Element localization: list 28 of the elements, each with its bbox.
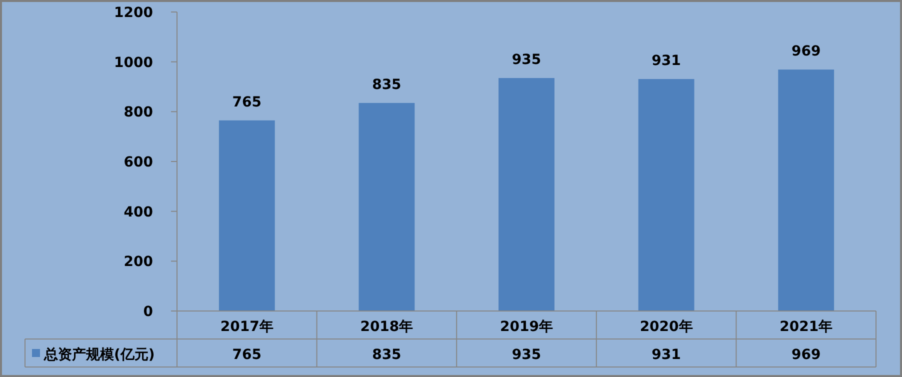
x-tick-label: 2019年 [500,319,553,335]
data-label: 931 [652,53,681,70]
text: 969 [791,347,821,363]
legend-label: 总资产规模(亿元) [43,346,155,363]
text: 935 [512,347,542,363]
y-tick-label: 800 [124,104,154,121]
y-tick-label: 1200 [114,5,154,21]
data-label: 935 [512,52,542,68]
text: 835 [372,347,402,363]
data-label: 765 [232,94,262,110]
x-tick-label: 2020年 [640,319,693,335]
y-tick-label: 200 [124,254,154,270]
text: 765 [232,347,262,363]
x-tick-label: 2018年 [360,319,414,335]
bar [498,78,554,311]
y-tick-label: 600 [124,154,154,170]
data-label: 835 [372,76,402,93]
data-label: 969 [791,44,821,60]
y-tick-label: 1000 [114,54,154,71]
x-tick-label: 2017年 [220,319,274,335]
bar [778,70,834,311]
y-tick-label: 0 [143,304,154,320]
bar [358,102,415,311]
bar [218,120,275,311]
x-tick-label: 2021年 [780,319,833,335]
bar [638,79,694,311]
text: 931 [652,347,681,363]
y-tick-label: 400 [124,204,154,220]
